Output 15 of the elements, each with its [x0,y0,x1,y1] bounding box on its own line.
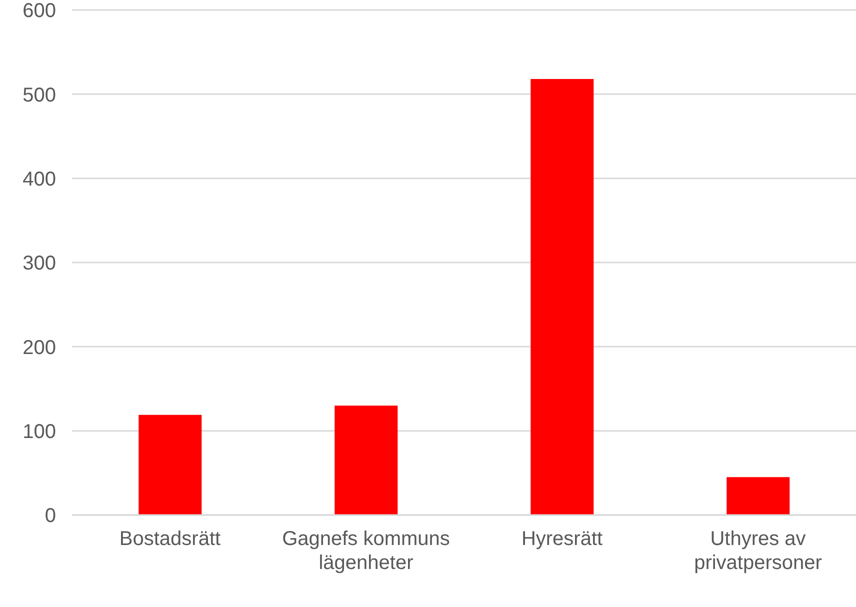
y-tick-label: 300 [22,252,56,275]
y-tick-label: 0 [44,505,56,528]
y-tick-label: 500 [22,84,56,106]
bar [726,477,790,515]
bar [334,406,398,515]
x-tick-label: Bostadsrätt [119,528,222,550]
x-tick-label: Uthyres av privatpersoner [694,528,822,574]
y-tick-label: 600 [22,0,56,22]
y-tick-label: 400 [22,168,56,190]
x-tick-label: Gagnefs kommuns lägenheter [282,528,450,574]
y-tick-label: 100 [22,420,56,443]
x-tick-label: Hyresrätt [521,528,604,550]
y-tick-label: 200 [22,336,56,359]
bar [530,79,594,515]
bar [138,414,202,515]
